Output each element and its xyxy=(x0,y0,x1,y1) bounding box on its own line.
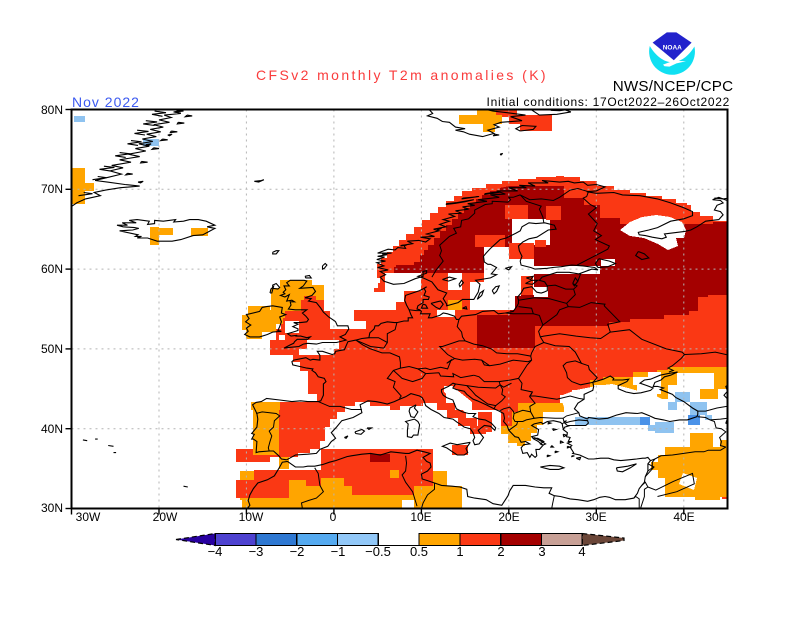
svg-text:30E: 30E xyxy=(585,510,606,524)
svg-text:0: 0 xyxy=(330,510,337,524)
svg-text:20W: 20W xyxy=(153,510,178,524)
svg-text:4: 4 xyxy=(578,544,585,559)
svg-text:NWS/NCEP/CPC: NWS/NCEP/CPC xyxy=(613,78,734,95)
svg-text:0.5: 0.5 xyxy=(410,544,428,559)
svg-text:Nov 2022: Nov 2022 xyxy=(72,94,140,110)
svg-text:−1: −1 xyxy=(331,544,346,559)
svg-text:−3: −3 xyxy=(249,544,264,559)
svg-text:−4: −4 xyxy=(208,544,223,559)
svg-text:1: 1 xyxy=(456,544,463,559)
svg-text:NOAA: NOAA xyxy=(663,45,682,52)
svg-text:70N: 70N xyxy=(41,182,63,196)
svg-text:20E: 20E xyxy=(498,510,519,524)
svg-text:60N: 60N xyxy=(41,262,63,276)
svg-text:80N: 80N xyxy=(41,103,63,117)
svg-text:−0.5: −0.5 xyxy=(365,544,391,559)
svg-text:30W: 30W xyxy=(76,510,101,524)
svg-text:Initial conditions: 17Oct2022–: Initial conditions: 17Oct2022–26Oct2022 xyxy=(487,95,730,109)
svg-text:40N: 40N xyxy=(41,422,63,436)
svg-text:50N: 50N xyxy=(41,342,63,356)
svg-text:10E: 10E xyxy=(410,510,431,524)
svg-text:40E: 40E xyxy=(673,510,694,524)
svg-text:3: 3 xyxy=(538,544,545,559)
svg-text:CFSv2 monthly T2m anomalies (K: CFSv2 monthly T2m anomalies (K) xyxy=(256,67,548,83)
svg-text:10W: 10W xyxy=(239,510,264,524)
svg-text:2: 2 xyxy=(497,544,504,559)
svg-text:−2: −2 xyxy=(290,544,305,559)
svg-text:30N: 30N xyxy=(41,501,63,515)
